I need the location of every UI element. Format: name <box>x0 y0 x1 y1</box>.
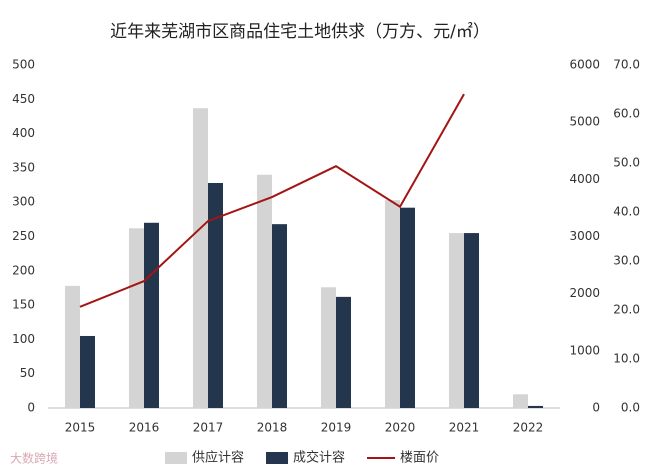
y-tick-label: 50 <box>20 366 35 380</box>
y2-tick-label: 5000 <box>569 115 600 129</box>
y3-tick-label: 10.0 <box>613 352 640 366</box>
y3-tick-label: 0.0 <box>621 401 640 415</box>
x-tick-label: 2022 <box>513 421 544 435</box>
y-tick-label: 100 <box>12 332 35 346</box>
legend-label: 楼面价 <box>400 451 439 466</box>
bar <box>513 394 528 408</box>
chart-title: 近年来芜湖市区商品住宅土地供求（万方、元/㎡） <box>110 22 490 42</box>
legend-swatch <box>165 452 187 464</box>
legend-label: 供应计容 <box>192 450 244 466</box>
y2-tick-label: 2000 <box>569 286 600 300</box>
x-tick-label: 2020 <box>385 421 416 435</box>
bar <box>400 207 415 408</box>
y3-tick-label: 70.0 <box>613 58 640 72</box>
y-tick-label: 350 <box>12 160 35 174</box>
y-tick-label: 150 <box>12 298 35 312</box>
y3-tick-label: 20.0 <box>613 303 640 317</box>
y-tick-label: 250 <box>12 229 35 243</box>
x-tick-label: 2017 <box>193 421 224 435</box>
x-tick-label: 2016 <box>129 421 160 435</box>
x-tick-label: 2021 <box>449 421 480 435</box>
bar <box>208 182 223 408</box>
bar <box>449 233 464 408</box>
bar <box>65 285 80 408</box>
x-tick-label: 2019 <box>321 421 352 435</box>
y-tick-label: 0 <box>27 401 35 415</box>
bar <box>144 222 159 408</box>
y2-tick-label: 1000 <box>569 343 600 357</box>
bar <box>272 224 287 408</box>
bar <box>80 335 95 408</box>
bar <box>129 228 144 408</box>
x-tick-label: 2015 <box>65 421 96 435</box>
watermark: 大数跨境 <box>10 451 58 466</box>
legend-label: 成交计容 <box>293 450 345 466</box>
y-tick-label: 500 <box>12 58 35 72</box>
bar <box>321 287 336 408</box>
legend-swatch <box>266 452 289 464</box>
bar <box>257 174 272 408</box>
y3-tick-label: 40.0 <box>613 205 640 219</box>
y-tick-label: 200 <box>12 263 35 277</box>
line <box>79 93 465 308</box>
y2-tick-label: 0 <box>592 401 600 415</box>
y-tick-label: 450 <box>12 92 35 106</box>
x-tick-label: 2018 <box>257 421 288 435</box>
bar <box>385 200 400 408</box>
bar <box>193 108 208 408</box>
y3-tick-label: 30.0 <box>613 254 640 268</box>
bar <box>528 405 543 408</box>
y3-tick-label: 50.0 <box>613 156 640 170</box>
bar <box>336 296 351 408</box>
y2-tick-label: 3000 <box>569 229 600 243</box>
y-tick-label: 300 <box>12 195 35 209</box>
y3-tick-label: 60.0 <box>613 107 640 121</box>
y2-tick-label: 4000 <box>569 172 600 186</box>
bar <box>464 233 479 408</box>
y2-tick-label: 6000 <box>569 58 600 72</box>
y-tick-label: 400 <box>12 126 35 140</box>
